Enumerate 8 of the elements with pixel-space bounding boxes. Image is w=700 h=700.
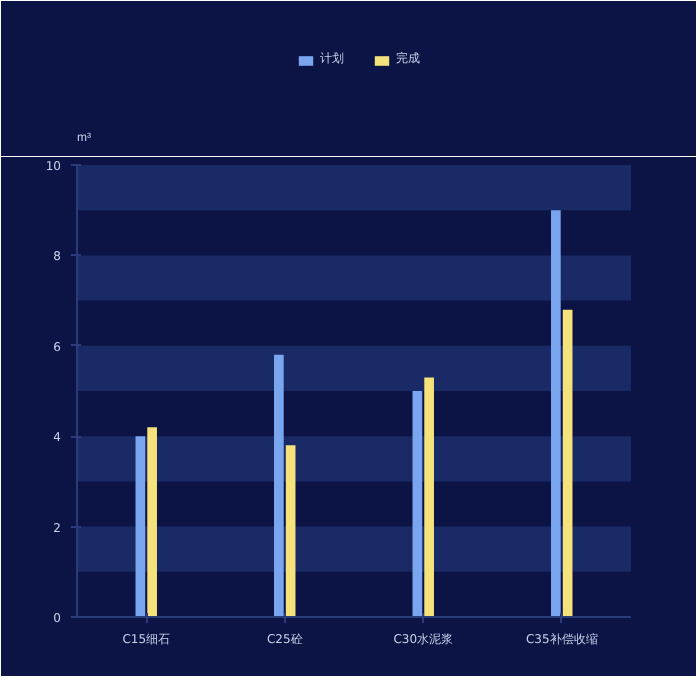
- bar: [424, 377, 434, 617]
- bar: [135, 436, 146, 617]
- bar: [551, 210, 561, 617]
- bar: [274, 354, 284, 617]
- bar: [147, 427, 157, 617]
- bar: [412, 391, 423, 617]
- bar: [562, 309, 573, 617]
- bar: [285, 445, 296, 617]
